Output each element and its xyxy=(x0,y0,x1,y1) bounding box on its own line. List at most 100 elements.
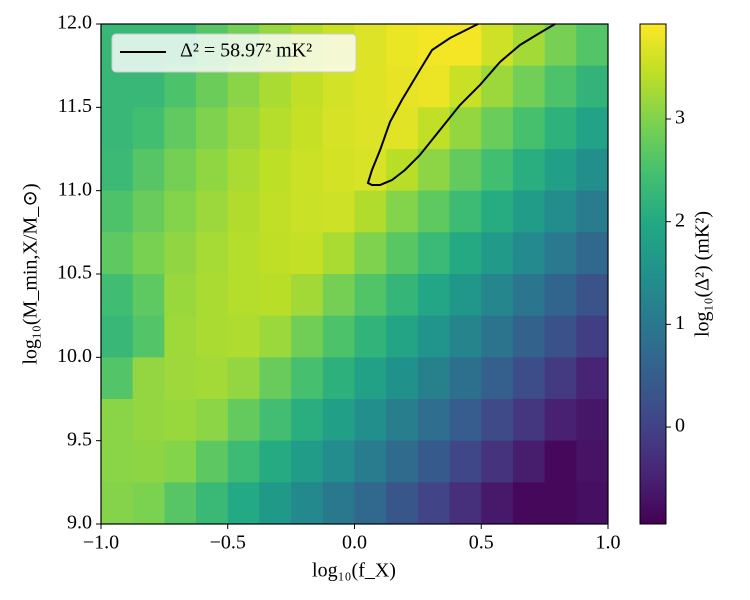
heatmap-cell xyxy=(101,65,134,108)
heatmap-cell xyxy=(481,315,514,358)
heatmap-cell xyxy=(512,440,546,483)
heatmap-cell xyxy=(576,190,608,233)
heatmap-cell xyxy=(386,149,419,192)
heatmap-cell xyxy=(449,65,482,108)
heatmap-cell xyxy=(449,357,482,400)
heatmap-cell xyxy=(196,440,229,483)
heatmap-cell xyxy=(291,274,324,317)
heatmap-cell xyxy=(481,190,514,233)
heatmap-cell xyxy=(101,274,134,317)
heatmap-cell xyxy=(386,107,419,150)
heatmap-cell xyxy=(386,190,419,233)
heatmap-cell xyxy=(417,107,451,150)
x-axis-label: log₁₀(f_X) xyxy=(312,560,396,582)
heatmap-cell xyxy=(576,149,608,192)
heatmap-cell xyxy=(164,440,197,483)
colorbar-tick-label: 2 xyxy=(675,209,685,231)
heatmap-cell xyxy=(227,399,261,442)
heatmap-cell xyxy=(259,440,292,483)
heatmap-cell xyxy=(101,482,134,524)
heatmap-cell xyxy=(576,24,608,67)
heatmap-cell xyxy=(259,65,292,108)
heatmap-cell xyxy=(196,65,229,108)
heatmap-cell xyxy=(259,190,292,233)
heatmap-cell xyxy=(481,274,514,317)
heatmap-cell xyxy=(512,190,546,233)
heatmap-cell xyxy=(101,107,134,150)
heatmap-cell xyxy=(196,107,229,150)
legend-label: Δ² = 58.97² mK² xyxy=(180,40,312,62)
heatmap-cell xyxy=(544,274,577,317)
heatmap-cell xyxy=(132,315,165,358)
heatmap-cell xyxy=(227,482,261,524)
heatmap-cell xyxy=(322,440,356,483)
heatmap-cell xyxy=(512,357,546,400)
heatmap-cell xyxy=(417,149,451,192)
heatmap-cell xyxy=(417,232,451,275)
heatmap-cell xyxy=(164,232,197,275)
heatmap-cell xyxy=(576,107,608,150)
heatmap-cell xyxy=(544,24,577,67)
heatmap-cell xyxy=(132,65,165,108)
heatmap-cell xyxy=(386,357,419,400)
heatmap-cell xyxy=(417,274,451,317)
heatmap-cell xyxy=(417,357,451,400)
heatmap-cell xyxy=(291,149,324,192)
heatmap-cell xyxy=(544,482,577,524)
heatmap-cell xyxy=(544,315,577,358)
heatmap-cell xyxy=(354,190,387,233)
heatmap-cell xyxy=(132,399,165,442)
x-tick-label: 0.0 xyxy=(342,532,367,554)
heatmap-cell xyxy=(322,357,356,400)
heatmap-cell xyxy=(259,107,292,150)
heatmap-cell xyxy=(386,482,419,524)
heatmap-cell xyxy=(164,149,197,192)
heatmap-cell xyxy=(291,65,324,108)
heatmap-cell xyxy=(512,65,546,108)
legend-box xyxy=(111,33,357,73)
heatmap-cell xyxy=(101,315,134,358)
y-axis-label: log₁₀(M_min,X/M_⊙) xyxy=(20,183,42,364)
heatmap-cell xyxy=(132,274,165,317)
heatmap-cell xyxy=(481,149,514,192)
heatmap-cell xyxy=(101,190,134,233)
heatmap-cell xyxy=(386,232,419,275)
heatmap-cell xyxy=(291,107,324,150)
heatmap-cell xyxy=(164,399,197,442)
heatmap xyxy=(101,24,608,524)
heatmap-cell xyxy=(259,274,292,317)
heatmap-cell xyxy=(164,357,197,400)
colorbar-tick-label: 0 xyxy=(675,415,685,437)
heatmap-cell xyxy=(512,107,546,150)
heatmap-cell xyxy=(576,440,608,483)
heatmap-cell xyxy=(449,232,482,275)
heatmap-cell xyxy=(259,315,292,358)
heatmap-cell xyxy=(259,482,292,524)
heatmap-cell xyxy=(386,315,419,358)
legend: Δ² = 58.97² mK² xyxy=(111,33,357,73)
heatmap-cell xyxy=(576,357,608,400)
heatmap-cell xyxy=(417,440,451,483)
heatmap-cell xyxy=(354,107,387,150)
heatmap-cell xyxy=(512,315,546,358)
heatmap-cell xyxy=(576,232,608,275)
heatmap-cell xyxy=(196,482,229,524)
heatmap-cell xyxy=(132,107,165,150)
heatmap-cell xyxy=(481,440,514,483)
heatmap-cell xyxy=(449,190,482,233)
heatmap-cell xyxy=(196,315,229,358)
heatmap-cell xyxy=(354,274,387,317)
heatmap-cell xyxy=(322,482,356,524)
heatmap-cell xyxy=(386,399,419,442)
heatmap-cell xyxy=(481,357,514,400)
heatmap-cell xyxy=(354,482,387,524)
heatmap-cell xyxy=(481,24,514,67)
heatmap-cell xyxy=(512,24,546,67)
x-tick-label: −0.5 xyxy=(210,532,246,554)
heatmap-cell xyxy=(322,107,356,150)
heatmap-cell xyxy=(132,482,165,524)
x-tick-label: −1.0 xyxy=(83,532,119,554)
heatmap-cell xyxy=(227,315,261,358)
heatmap-cell xyxy=(544,65,577,108)
heatmap-cell xyxy=(196,357,229,400)
